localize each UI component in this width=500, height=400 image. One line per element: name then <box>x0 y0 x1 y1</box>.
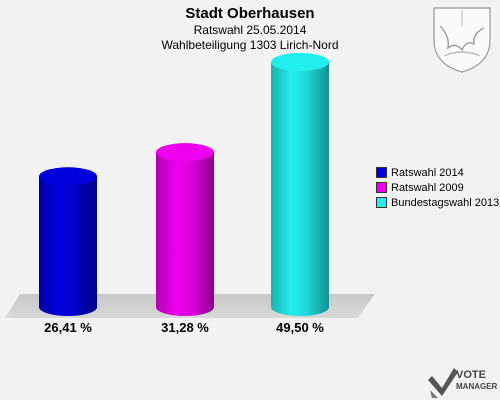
bar <box>39 167 97 316</box>
legend-swatch <box>376 182 387 193</box>
bar-group <box>39 53 329 316</box>
legend-label: Ratswahl 2014 <box>391 166 464 179</box>
legend-swatch <box>376 167 387 178</box>
bar-value-label: 49,50 % <box>276 320 324 335</box>
bar <box>271 53 329 316</box>
bar-value-label: 26,41 % <box>44 320 92 335</box>
chart-subtitle-election: Ratswahl 25.05.2014 <box>193 23 307 37</box>
legend-item-ratswahl-2014: Ratswahl 2014 <box>376 165 499 180</box>
bar-body <box>156 152 214 316</box>
coat-of-arms-icon <box>433 7 491 73</box>
bar <box>156 143 214 316</box>
legend-item-bundestagswahl-2013: Bundestagswahl 2013 <box>376 195 499 210</box>
bar-body <box>271 62 329 316</box>
legend-label: Bundestagswahl 2013 <box>391 196 500 209</box>
bar-top <box>156 143 214 162</box>
bar-value-label: 31,28 % <box>161 320 209 335</box>
value-label-group: 26,41 % 31,28 % 49,50 % <box>44 320 324 335</box>
vote-manager-word-vote: VOTE <box>456 369 486 381</box>
legend-item-ratswahl-2009: Ratswahl 2009 <box>376 180 499 195</box>
chart-legend: Ratswahl 2014 Ratswahl 2009 Bundestagswa… <box>376 165 499 210</box>
bar-body <box>39 176 97 316</box>
page-title: Stadt Oberhausen <box>185 5 315 22</box>
vote-manager-word-manager: MANAGER <box>456 382 498 391</box>
legend-swatch <box>376 197 387 208</box>
vote-manager-logo-icon <box>428 368 458 398</box>
chart-subtitle-turnout: Wahlbeteiligung 1303 Lirich-Nord <box>161 38 339 52</box>
bar-top <box>271 53 329 71</box>
bar-top <box>39 167 97 186</box>
legend-label: Ratswahl 2009 <box>391 181 464 194</box>
vote-manager-wordmark: VOTE MANAGER <box>456 370 497 392</box>
